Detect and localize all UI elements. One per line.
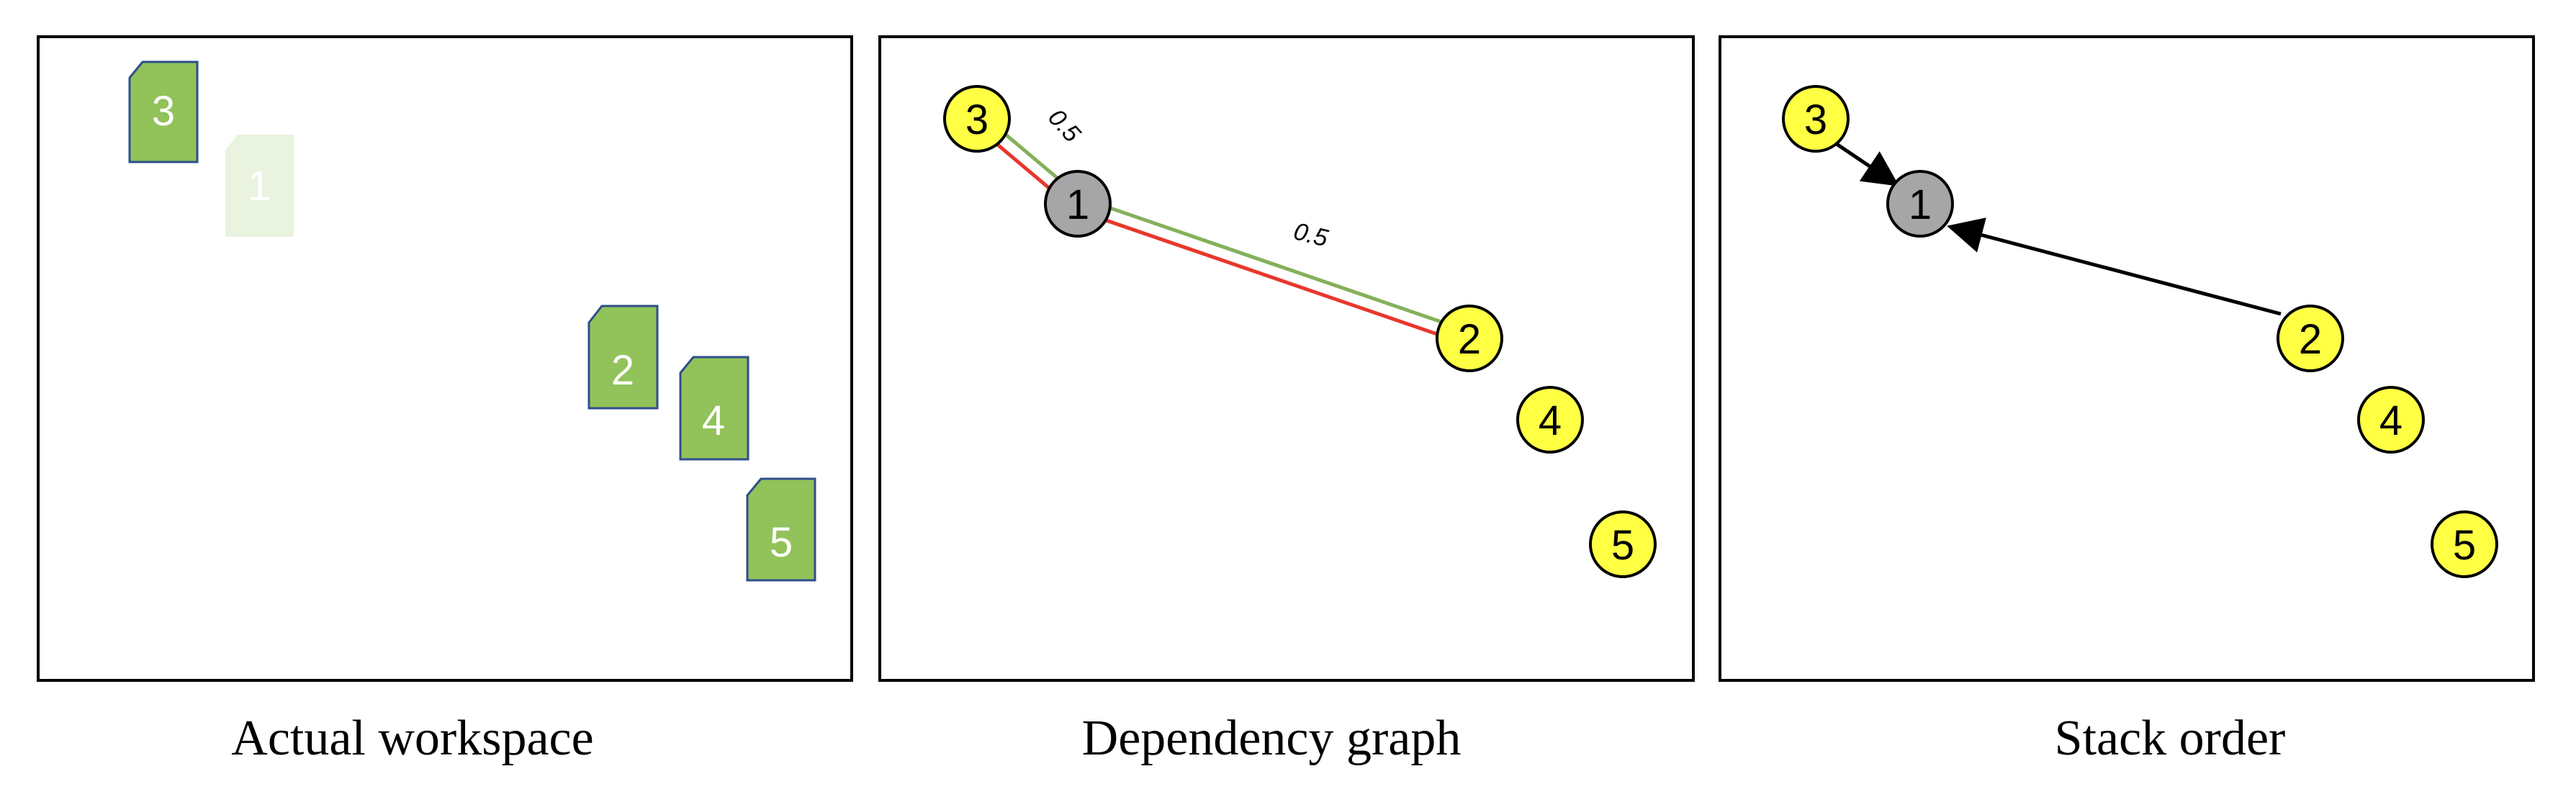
stack-node-label: 5 [2453, 522, 2476, 569]
graph-node-5: 5 [1589, 510, 1657, 578]
stack-arrow-2-to-1 [1947, 217, 2282, 316]
workspace-object-label: 5 [770, 519, 793, 566]
stack-node-label: 1 [1909, 181, 1932, 228]
stack-node-4: 4 [2357, 386, 2425, 454]
workspace-object-label: 1 [248, 163, 271, 210]
caption-actual-workspace: Actual workspace [231, 711, 593, 766]
workspace-object-4: 4 [679, 356, 749, 461]
stack-node-label: 2 [2299, 316, 2322, 363]
workspace-object-5: 5 [746, 477, 816, 582]
graph-node-2: 2 [1436, 305, 1503, 372]
workspace-object-label: 2 [611, 347, 634, 394]
workspace-object-label: 4 [702, 397, 725, 444]
edge-1-2-red [1075, 208, 1468, 346]
workspace-object-3: 3 [128, 60, 199, 163]
workspace-object-1: 1 [225, 135, 294, 237]
panel-frame [1719, 35, 2535, 682]
stack-node-label: 3 [1804, 96, 1827, 143]
workspace-object-label: 3 [152, 88, 175, 135]
stack-node-label: 4 [2379, 397, 2402, 444]
graph-node-label: 5 [1611, 522, 1634, 569]
graph-node-label: 4 [1539, 397, 1562, 444]
stack-arrow-3-to-1 [1833, 140, 1900, 186]
panel-dependency-graph: 0.5 0.5 3 1 2 4 5 Dependency graph [878, 35, 1695, 766]
caption-dependency-graph: Dependency graph [1082, 711, 1462, 766]
graph-node-label: 3 [965, 96, 988, 143]
workspace-object-2: 2 [587, 305, 659, 410]
stack-node-2: 2 [2276, 305, 2344, 372]
graph-node-3: 3 [943, 85, 1011, 153]
graph-node-label: 1 [1066, 181, 1089, 228]
panel-actual-workspace: 3 1 2 4 5 Actual workspace [37, 35, 853, 766]
edge-1-2-green [1079, 196, 1472, 334]
stack-node-1: 1 [1886, 170, 1954, 238]
graph-node-4: 4 [1516, 386, 1584, 454]
stack-node-5: 5 [2431, 510, 2498, 578]
stack-node-3: 3 [1782, 85, 1850, 153]
panel-stack-order: 3 1 2 4 5 Stack order [1719, 35, 2535, 766]
graph-node-label: 2 [1458, 316, 1481, 363]
caption-stack-order: Stack order [2055, 711, 2286, 766]
graph-node-1: 1 [1044, 170, 1112, 238]
